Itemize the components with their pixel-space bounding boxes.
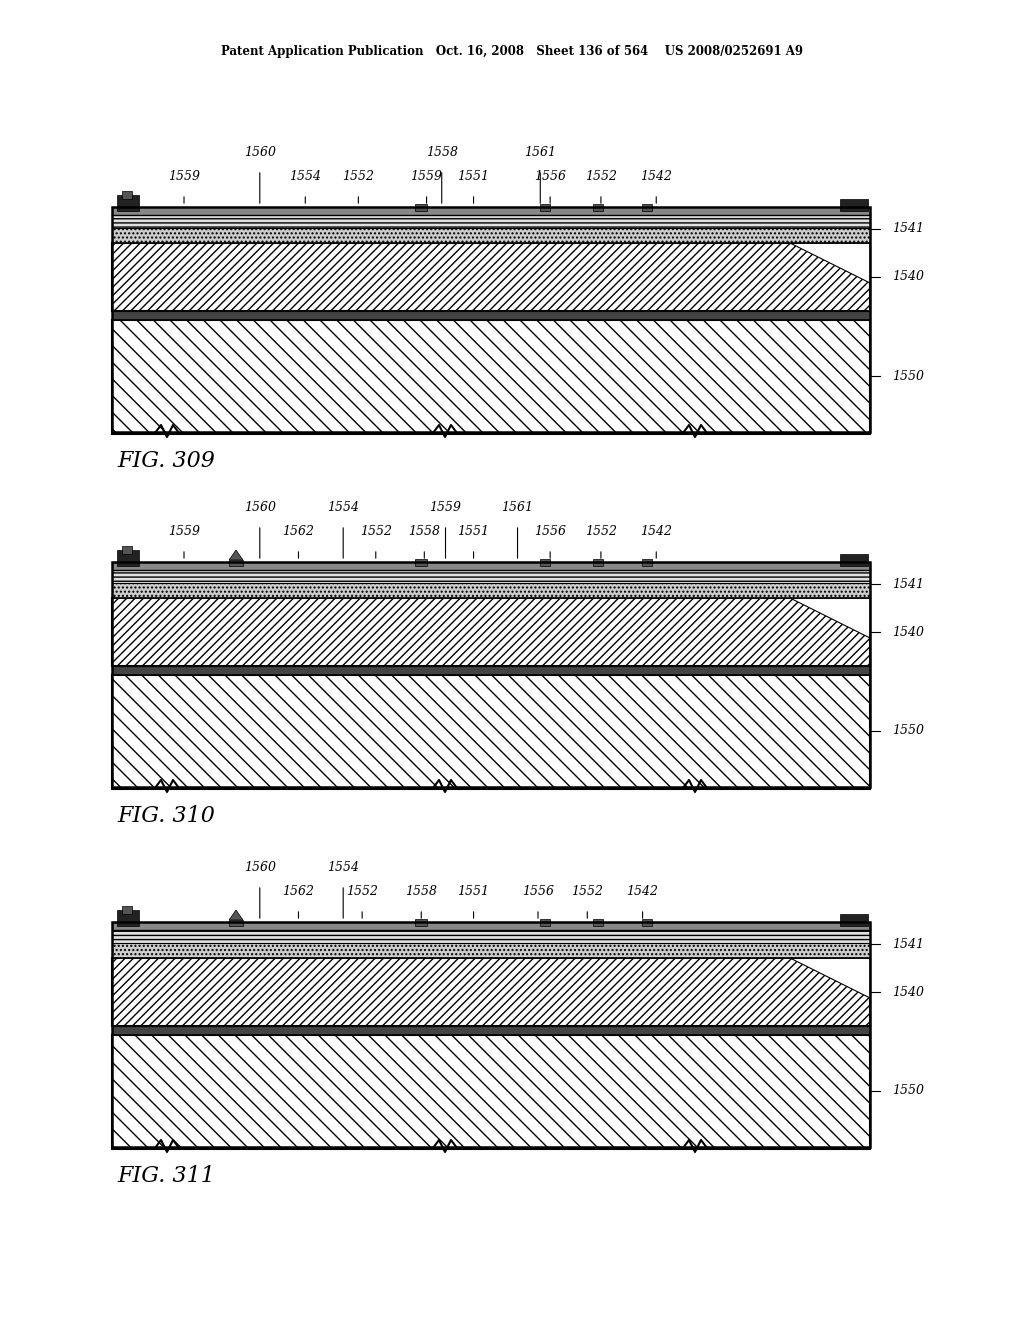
Text: 1554: 1554 <box>328 861 359 874</box>
Polygon shape <box>229 550 243 560</box>
Text: 1541: 1541 <box>892 223 924 235</box>
Text: 1542: 1542 <box>640 525 672 539</box>
Bar <box>122 546 132 554</box>
Bar <box>229 560 243 566</box>
Bar <box>642 919 652 927</box>
Bar <box>112 243 870 312</box>
Bar <box>540 205 550 211</box>
Text: FIG. 309: FIG. 309 <box>117 450 215 473</box>
Bar <box>112 958 870 1026</box>
Text: FIG. 310: FIG. 310 <box>117 805 215 828</box>
Text: 1540: 1540 <box>892 626 924 639</box>
Text: Patent Application Publication   Oct. 16, 2008   Sheet 136 of 564    US 2008/025: Patent Application Publication Oct. 16, … <box>221 45 803 58</box>
Bar <box>642 558 652 566</box>
Text: 1559: 1559 <box>411 170 442 183</box>
Text: 1551: 1551 <box>458 884 489 898</box>
Bar <box>117 909 139 927</box>
Bar <box>112 931 870 942</box>
Text: 1552: 1552 <box>585 170 616 183</box>
Text: 1551: 1551 <box>458 525 489 539</box>
Text: 1540: 1540 <box>892 986 924 998</box>
Text: 1556: 1556 <box>535 525 566 539</box>
Bar <box>117 550 139 566</box>
Text: 1552: 1552 <box>359 525 392 539</box>
Bar <box>415 205 427 211</box>
Text: 1558: 1558 <box>406 884 437 898</box>
Text: 1540: 1540 <box>892 271 924 284</box>
Polygon shape <box>790 243 870 282</box>
Text: 1559: 1559 <box>429 502 462 513</box>
Bar <box>540 558 550 566</box>
Text: 1552: 1552 <box>346 884 378 898</box>
Polygon shape <box>790 243 870 282</box>
Text: 1552: 1552 <box>342 170 375 183</box>
Bar <box>122 191 132 199</box>
Text: 1550: 1550 <box>892 1085 924 1097</box>
Bar <box>642 205 652 211</box>
Bar <box>112 215 870 227</box>
Bar <box>112 207 870 432</box>
Bar <box>112 570 870 582</box>
Text: 1554: 1554 <box>328 502 359 513</box>
Text: 1562: 1562 <box>283 525 314 539</box>
Text: 1556: 1556 <box>522 884 554 898</box>
Text: 1560: 1560 <box>244 861 275 874</box>
Bar <box>415 919 427 927</box>
Bar <box>840 913 868 927</box>
Bar <box>112 921 870 1147</box>
Bar <box>112 227 870 243</box>
Bar <box>112 598 870 667</box>
Text: 1552: 1552 <box>585 525 616 539</box>
Bar <box>593 205 603 211</box>
Bar <box>112 562 870 570</box>
Text: 1550: 1550 <box>892 370 924 383</box>
Bar <box>593 919 603 927</box>
Polygon shape <box>790 598 870 638</box>
Bar <box>840 199 868 211</box>
Text: 1558: 1558 <box>426 147 458 158</box>
Bar <box>112 667 870 675</box>
Bar <box>229 920 243 927</box>
Text: 1559: 1559 <box>168 525 200 539</box>
Text: FIG. 311: FIG. 311 <box>117 1166 215 1187</box>
Bar <box>112 942 870 958</box>
Bar <box>112 319 870 434</box>
Text: 1562: 1562 <box>283 884 314 898</box>
Polygon shape <box>790 958 870 998</box>
Polygon shape <box>229 909 243 920</box>
Text: 1561: 1561 <box>524 147 556 158</box>
Text: 1558: 1558 <box>409 525 440 539</box>
Bar <box>112 582 870 598</box>
Bar <box>112 207 870 215</box>
Bar <box>112 921 870 931</box>
Bar <box>415 558 427 566</box>
Bar <box>122 906 132 913</box>
Text: 1560: 1560 <box>244 502 275 513</box>
Bar <box>593 558 603 566</box>
Text: 1552: 1552 <box>571 884 603 898</box>
Text: 1551: 1551 <box>458 170 489 183</box>
Bar <box>112 562 870 787</box>
Text: 1542: 1542 <box>640 170 672 183</box>
Polygon shape <box>790 598 870 638</box>
Bar <box>540 919 550 927</box>
Bar <box>112 1035 870 1148</box>
Bar <box>117 195 139 211</box>
Polygon shape <box>790 958 870 998</box>
Text: 1541: 1541 <box>892 937 924 950</box>
Bar <box>112 675 870 789</box>
Text: 1542: 1542 <box>627 884 658 898</box>
Text: 1561: 1561 <box>502 502 534 513</box>
Text: 1541: 1541 <box>892 578 924 590</box>
Text: 1560: 1560 <box>244 147 275 158</box>
Bar <box>112 312 870 319</box>
Text: 1550: 1550 <box>892 725 924 738</box>
Text: 1554: 1554 <box>290 170 322 183</box>
Bar <box>840 554 868 566</box>
Bar <box>112 1026 870 1035</box>
Text: 1559: 1559 <box>168 170 200 183</box>
Text: 1556: 1556 <box>535 170 566 183</box>
